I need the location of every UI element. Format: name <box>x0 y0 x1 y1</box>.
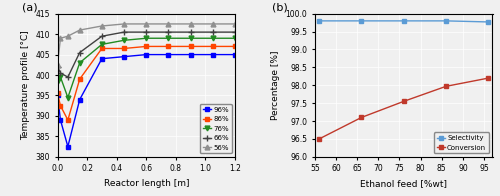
76% <box>54 80 60 82</box>
76% <box>166 37 172 39</box>
Selectivity <box>358 20 364 22</box>
56% <box>166 23 172 25</box>
Selectivity <box>486 21 492 23</box>
86% <box>166 45 172 48</box>
66% <box>121 31 127 33</box>
Y-axis label: Percentage [%]: Percentage [%] <box>271 51 280 120</box>
86% <box>210 45 216 48</box>
56% <box>65 35 71 37</box>
86% <box>232 45 238 48</box>
Selectivity <box>400 20 406 22</box>
66% <box>144 31 150 33</box>
86% <box>144 45 150 48</box>
86% <box>58 104 64 107</box>
Conversion <box>316 138 322 140</box>
76% <box>188 37 194 39</box>
56% <box>144 23 150 25</box>
66% <box>76 51 82 54</box>
86% <box>76 78 82 80</box>
76% <box>65 96 71 99</box>
Line: 76%: 76% <box>55 36 238 100</box>
Line: Selectivity: Selectivity <box>316 18 490 24</box>
Conversion <box>486 77 492 79</box>
56% <box>121 23 127 25</box>
Line: 96%: 96% <box>55 52 238 149</box>
76% <box>210 37 216 39</box>
Line: 56%: 56% <box>55 22 238 67</box>
66% <box>210 31 216 33</box>
Text: (b): (b) <box>272 3 288 13</box>
X-axis label: Reactor length [m]: Reactor length [m] <box>104 179 189 188</box>
56% <box>188 23 194 25</box>
Legend: Selectivity, Conversion: Selectivity, Conversion <box>434 132 489 153</box>
76% <box>76 62 82 64</box>
96% <box>144 54 150 56</box>
56% <box>99 25 105 27</box>
96% <box>76 98 82 101</box>
66% <box>54 66 60 68</box>
76% <box>121 39 127 42</box>
96% <box>210 54 216 56</box>
86% <box>65 119 71 121</box>
56% <box>76 29 82 31</box>
96% <box>99 57 105 60</box>
56% <box>232 23 238 25</box>
56% <box>210 23 216 25</box>
96% <box>121 55 127 58</box>
Conversion <box>443 85 449 87</box>
96% <box>166 54 172 56</box>
66% <box>232 31 238 33</box>
Conversion <box>358 116 364 119</box>
X-axis label: Ethanol feed [%wt]: Ethanol feed [%wt] <box>360 179 447 188</box>
86% <box>188 45 194 48</box>
Selectivity <box>316 20 322 22</box>
56% <box>58 37 64 39</box>
96% <box>232 54 238 56</box>
66% <box>65 76 71 78</box>
Legend: 96%, 86%, 76%, 66%, 56%: 96%, 86%, 76%, 66%, 56% <box>200 104 232 153</box>
86% <box>121 47 127 50</box>
96% <box>65 145 71 148</box>
66% <box>58 72 64 74</box>
76% <box>232 37 238 39</box>
86% <box>99 47 105 50</box>
56% <box>54 64 60 66</box>
Selectivity <box>443 20 449 22</box>
66% <box>99 35 105 37</box>
76% <box>99 43 105 45</box>
66% <box>188 31 194 33</box>
Text: (a): (a) <box>22 3 38 13</box>
96% <box>54 94 60 97</box>
76% <box>144 37 150 39</box>
66% <box>166 31 172 33</box>
Line: Conversion: Conversion <box>316 76 490 141</box>
76% <box>58 76 64 78</box>
96% <box>58 119 64 121</box>
Line: 86%: 86% <box>55 44 238 122</box>
Y-axis label: Temperature profile [°C]: Temperature profile [°C] <box>20 30 30 140</box>
Conversion <box>400 100 406 103</box>
Line: 66%: 66% <box>54 29 238 81</box>
96% <box>188 54 194 56</box>
86% <box>54 92 60 95</box>
